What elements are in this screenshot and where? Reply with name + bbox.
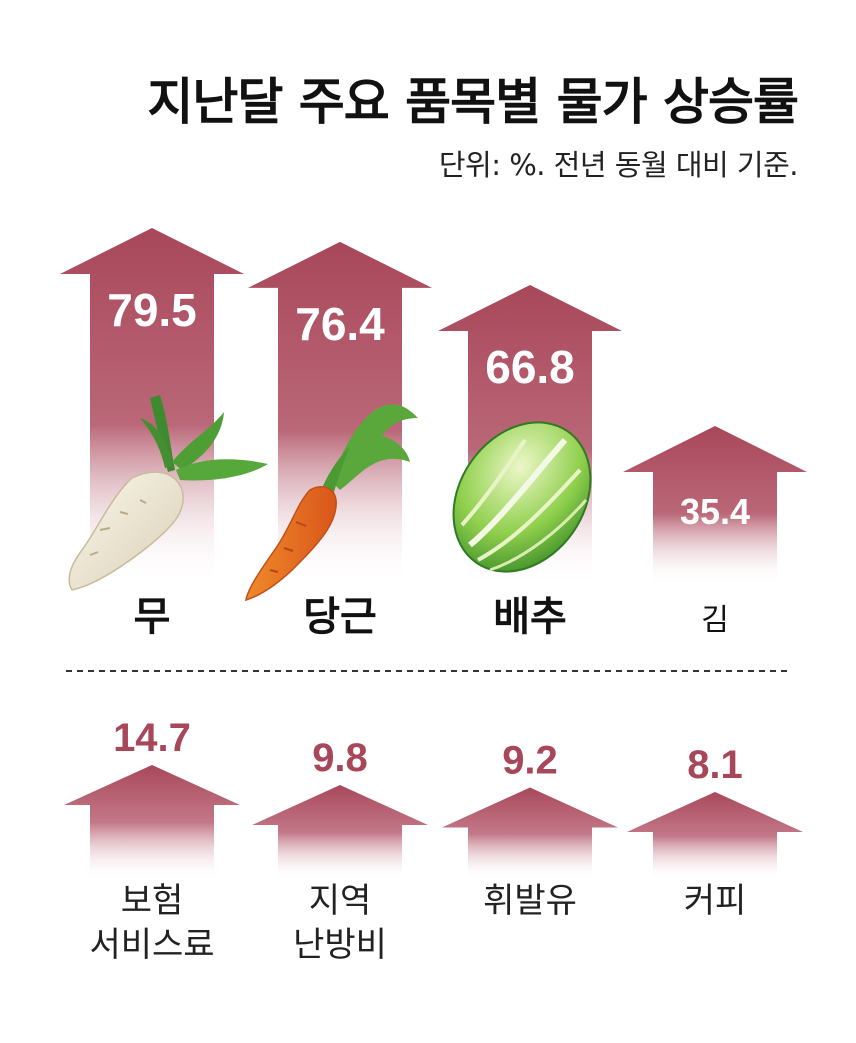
category-label: 커피 [684,881,747,921]
category-label: 당근 [303,594,377,640]
value-label: 14.7 [113,716,191,760]
radish-icon [68,395,268,591]
category-label: 보험 [121,881,184,921]
value-label: 9.8 [312,736,368,780]
value-label: 76.4 [295,298,385,350]
value-label: 9.2 [502,738,558,782]
category-label: 지역 [309,881,372,921]
category-label: 김 [701,603,729,638]
value-label: 66.8 [485,341,575,393]
category-label: 배추 [493,594,567,640]
bar-arrow-2 [248,241,432,585]
value-label: 8.1 [687,743,743,787]
value-label: 35.4 [680,491,750,532]
bar-arrow-small-3 [442,787,618,880]
bar-arrow-small-4 [627,791,803,880]
napa-cabbage-icon [452,421,592,573]
category-label: 휘발유 [483,881,577,921]
chart-title: 지난달 주요 품목별 물가 상승률 [147,73,799,131]
bar-arrow-4 [623,426,807,585]
bar-arrow-small-1 [64,765,240,880]
category-label: 서비스료 [89,925,214,965]
value-label: 79.5 [107,284,197,336]
chart-subtitle: 단위: %. 전년 동월 대비 기준. [438,148,799,182]
category-label: 난방비 [293,925,387,965]
carrot-icon [245,404,418,602]
bar-arrow-small-2 [252,785,428,880]
category-label: 무 [134,594,171,640]
